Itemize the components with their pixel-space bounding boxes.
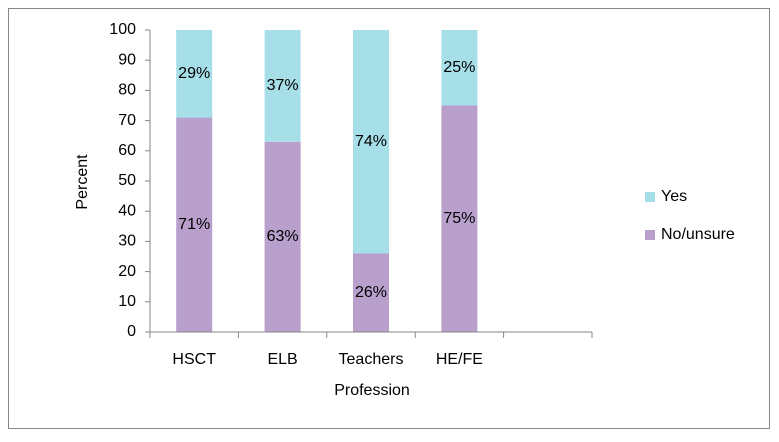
bar-segment [441,105,478,332]
data-label: 74% [355,133,387,150]
y-tick-label: 40 [118,202,136,219]
data-label: 71% [178,216,210,233]
y-tick-label: 10 [118,293,136,310]
y-tick-label: 20 [118,263,136,280]
y-tick-label: 90 [118,51,136,68]
bar-segment [176,30,213,118]
data-label: 26% [355,284,387,301]
y-tick-label: 0 [127,323,136,340]
bar-segment [264,30,301,142]
bar-segment [176,117,213,332]
y-tick-label: 100 [109,21,136,38]
x-tick-label: HE/FE [436,351,483,368]
x-tick-label: ELB [267,351,297,368]
y-tick-label: 80 [118,82,136,99]
y-tick-label: 70 [118,112,136,129]
legend-label: Yes [661,188,687,205]
bar-segment [441,30,478,106]
y-tick-label: 30 [118,233,136,250]
x-tick-label: HSCT [172,351,216,368]
y-axis-label: Percent [74,154,91,210]
bar-segment [264,141,301,332]
data-label: 63% [267,228,299,245]
data-label: 75% [443,210,475,227]
data-label: 25% [443,59,475,76]
x-tick-label: Teachers [339,351,404,368]
bar-segment [353,253,389,332]
legend-swatch [645,192,655,202]
x-axis-label: Profession [334,382,410,399]
legend-swatch [645,230,655,240]
data-label: 29% [178,65,210,82]
y-tick-label: 60 [118,142,136,159]
y-tick-label: 50 [118,172,136,189]
legend-label: No/unsure [661,226,735,243]
bar-segment [353,30,389,254]
data-label: 37% [267,77,299,94]
